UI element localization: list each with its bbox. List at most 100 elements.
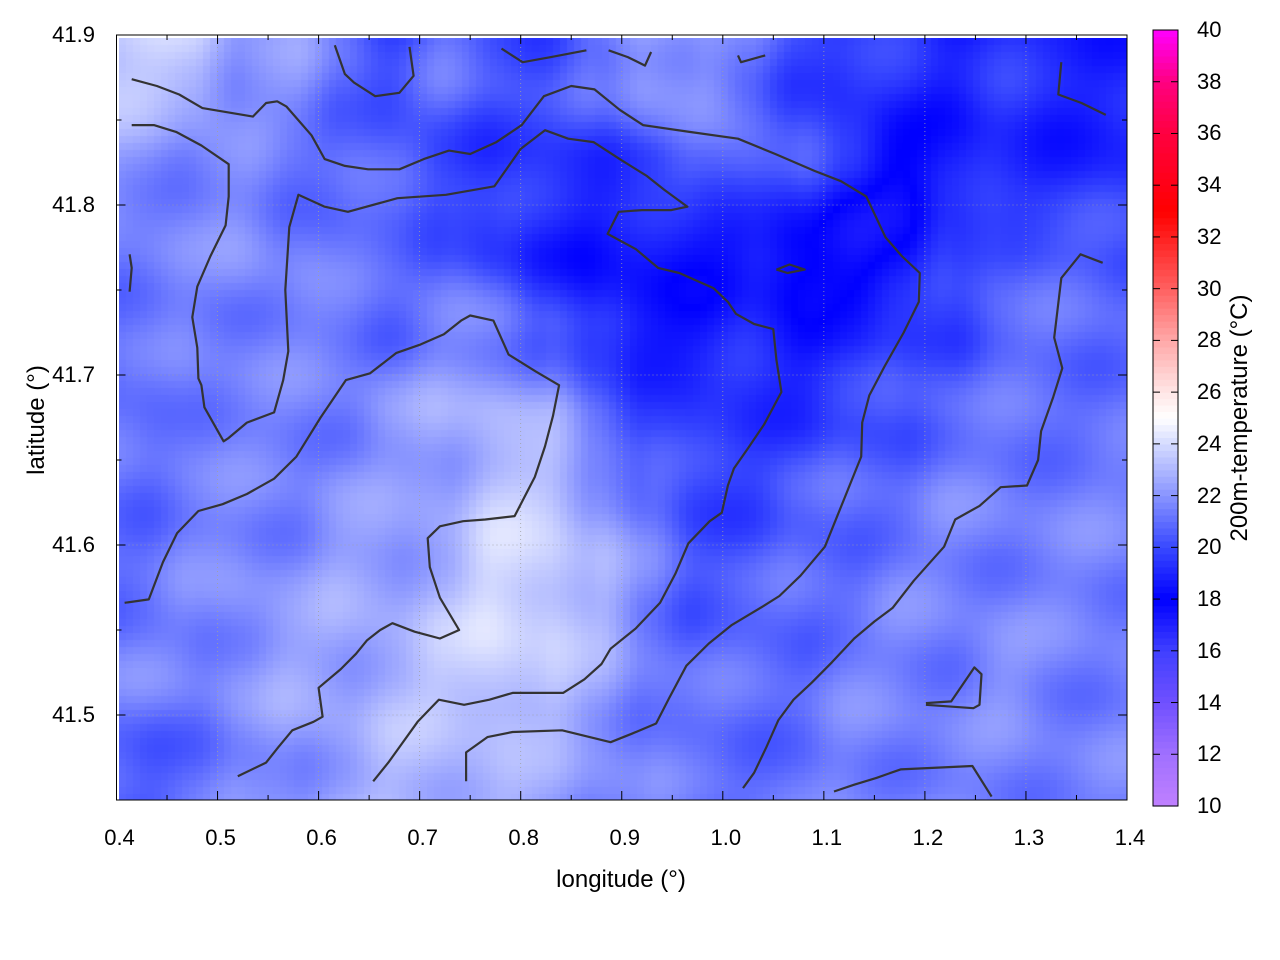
colorbar-band (1153, 211, 1178, 219)
x-tick-label: 0.5 (205, 825, 236, 850)
colorbar-band (1153, 515, 1178, 523)
colorbar-band (1153, 308, 1178, 316)
colorbar-band (1153, 256, 1178, 264)
colorbar-band (1153, 379, 1178, 387)
colorbar-band (1153, 734, 1178, 742)
colorbar-band (1153, 262, 1178, 270)
colorbar-tick-label: 40 (1197, 17, 1222, 42)
colorbar-band (1153, 741, 1178, 749)
x-axis-label: longitude (°) (556, 866, 686, 893)
colorbar-band (1153, 566, 1178, 574)
x-tick-label: 1.3 (1013, 825, 1045, 850)
colorbar-band (1153, 146, 1178, 154)
x-tick-label: 1.0 (710, 825, 742, 850)
colorbar-band (1153, 573, 1178, 581)
colorbar-band (1153, 269, 1178, 277)
colorbar-band (1153, 663, 1178, 671)
colorbar-band (1153, 204, 1178, 212)
colorbar-band (1153, 372, 1178, 380)
contour-line (776, 263, 806, 275)
y-tick-label: 41.7 (52, 362, 95, 387)
colorbar-band (1153, 443, 1178, 451)
colorbar-band (1153, 185, 1178, 193)
colorbar-band (1153, 333, 1178, 341)
colorbar-band (1153, 36, 1178, 44)
colorbar-band (1153, 631, 1178, 639)
colorbar-band (1153, 599, 1178, 607)
colorbar-band (1153, 282, 1178, 290)
colorbar-band (1153, 398, 1178, 406)
x-tick-label: 0.4 (104, 825, 135, 850)
colorbar-band (1153, 612, 1178, 620)
contours (124, 44, 1107, 798)
colorbar-band (1153, 107, 1178, 115)
colorbar-tick-label: 22 (1197, 482, 1222, 508)
colorbar-band (1153, 295, 1178, 303)
colorbar-tick-label: 18 (1197, 586, 1222, 612)
colorbar-band (1153, 527, 1178, 535)
colorbar-band (1153, 437, 1178, 445)
colorbar-tick-label: 10 (1197, 793, 1222, 818)
colorbar-band (1153, 133, 1178, 141)
colorbar-band (1153, 314, 1178, 322)
contour-line (131, 123, 783, 782)
colorbar-band (1153, 30, 1178, 38)
contour-line (128, 254, 133, 292)
colorbar-band (1153, 385, 1178, 393)
colorbar-band (1153, 696, 1178, 704)
colorbar-band (1153, 346, 1178, 354)
colorbar-band (1153, 605, 1178, 613)
colorbar-band (1153, 624, 1178, 632)
colorbar-band (1153, 637, 1178, 645)
colorbar-frame (1152, 29, 1179, 807)
x-tick-label: 1.1 (811, 825, 843, 850)
colorbar-band (1153, 747, 1178, 755)
colorbar-band (1153, 327, 1178, 335)
colorbar-band (1153, 75, 1178, 83)
colorbar-band (1153, 81, 1178, 89)
colorbar-band (1153, 321, 1178, 329)
colorbar-tick-label: 12 (1197, 741, 1222, 767)
y-axis-label: latitude (°) (23, 365, 50, 475)
colorbar-band (1153, 540, 1178, 548)
colorbar-band (1153, 165, 1178, 173)
colorbar-tick-label: 30 (1197, 275, 1222, 301)
colorbar-band (1153, 301, 1178, 309)
colorbar-band (1153, 495, 1178, 503)
contour-line (124, 314, 561, 778)
colorbar-tick-label: 16 (1197, 637, 1222, 663)
contour-line (925, 666, 983, 710)
colorbar-band (1153, 476, 1178, 484)
colorbar-band (1153, 340, 1178, 348)
colorbar-tick-label: 28 (1197, 327, 1222, 353)
colorbar-band (1153, 657, 1178, 665)
colorbar-band (1153, 353, 1178, 361)
colorbar-band (1153, 430, 1178, 438)
y-tick-label: 41.5 (52, 702, 95, 727)
colorbar-label: 200m-temperature (°C) (1226, 294, 1253, 542)
colorbar-band (1153, 463, 1178, 471)
colorbar-band (1153, 586, 1178, 594)
contour-line (500, 47, 587, 64)
colorbar-band (1153, 489, 1178, 497)
colorbar-band (1153, 721, 1178, 729)
contour-line (1057, 62, 1107, 116)
colorbar-band (1153, 670, 1178, 678)
colorbar-band (1153, 715, 1178, 723)
colorbar-tick-label: 32 (1197, 223, 1222, 249)
colorbar-band (1153, 553, 1178, 561)
colorbar-band (1153, 230, 1178, 238)
colorbar-band (1153, 366, 1178, 374)
colorbar-band (1153, 424, 1178, 432)
colorbar-band (1153, 94, 1178, 102)
colorbar-tick-label: 24 (1197, 430, 1222, 456)
colorbar-band (1153, 236, 1178, 244)
colorbar-band (1153, 521, 1178, 529)
colorbar-band (1153, 249, 1178, 257)
colorbar-band (1153, 411, 1178, 419)
colorbar-band (1153, 88, 1178, 96)
y-tick-label: 41.8 (52, 192, 95, 217)
contour-line (736, 54, 766, 64)
colorbar-band (1153, 152, 1178, 160)
